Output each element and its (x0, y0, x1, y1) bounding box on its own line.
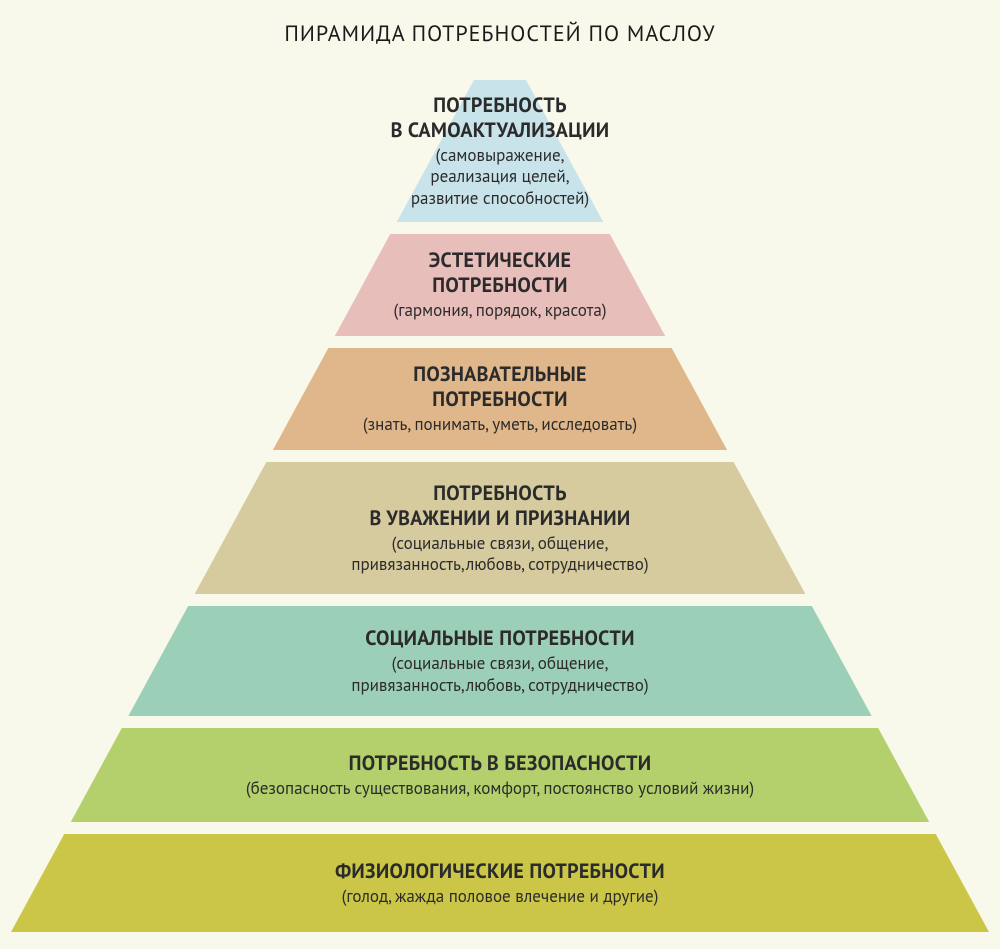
pyramid-layer-aesthetic (335, 234, 665, 336)
pyramid-layer-social (128, 606, 871, 716)
pyramid-layer-physiological (11, 834, 989, 932)
pyramid-svg (0, 0, 1000, 949)
pyramid-layer-esteem (195, 462, 806, 594)
pyramid-layer-safety (71, 728, 929, 822)
pyramid-layer-self-actualization (397, 80, 603, 222)
pyramid-layer-cognitive (273, 348, 727, 450)
